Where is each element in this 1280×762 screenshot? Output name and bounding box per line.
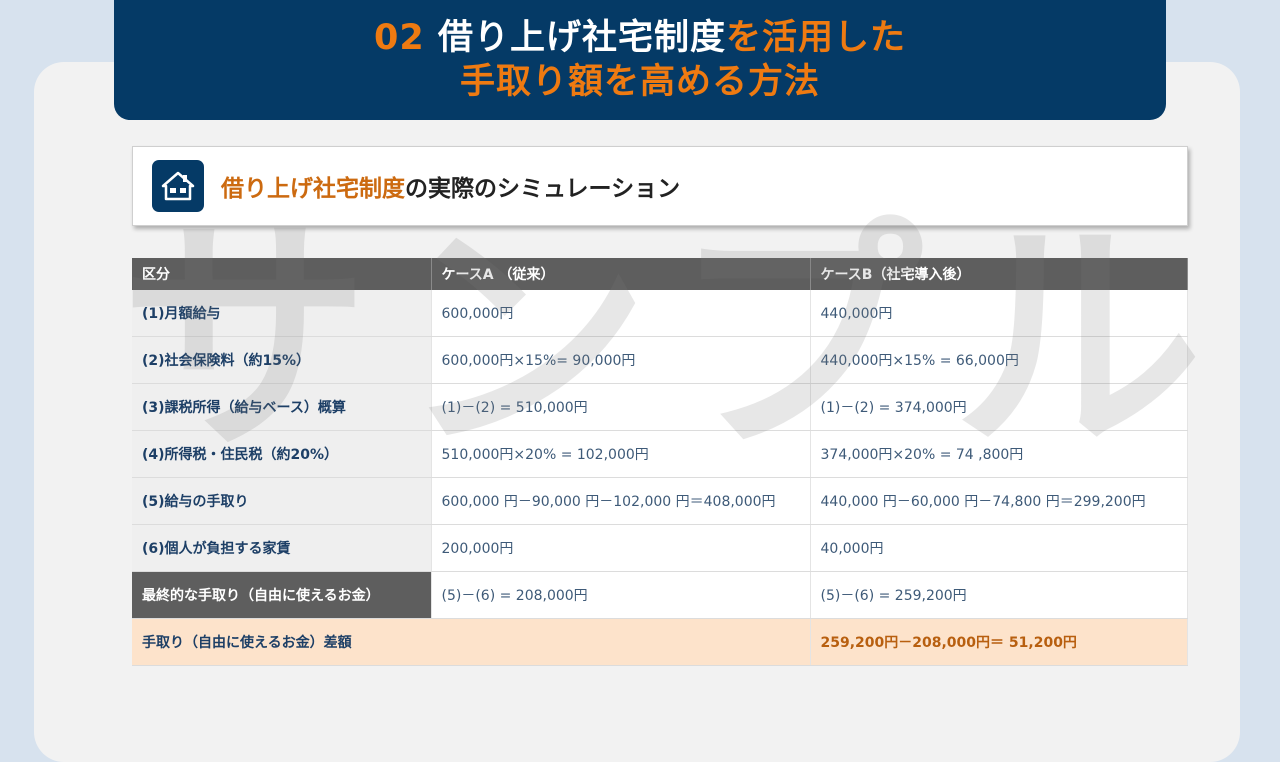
row-label: (2)社会保険料（約15%） bbox=[132, 336, 432, 384]
difference-value: 259,200円－208,000円＝ 51,200円 bbox=[810, 618, 1188, 666]
table-header-row: 区分 ケースA （従来） ケースB（社宅導入後） bbox=[132, 258, 1188, 290]
subtitle-text: 借り上げ社宅制度の実際のシミュレーション bbox=[221, 169, 680, 203]
case-b-value: 440,000 円－60,000 円－74,800 円＝299,200円 bbox=[810, 477, 1188, 525]
case-a-value: 600,000 円－90,000 円－102,000 円＝408,000円 bbox=[431, 477, 811, 525]
table-row: (5)給与の手取り 600,000 円－90,000 円－102,000 円＝4… bbox=[132, 477, 1188, 525]
title-topic-suffix: を活用した bbox=[725, 18, 906, 58]
table-row: (4)所得税・住民税（約20%） 510,000円×20% = 102,000円… bbox=[132, 430, 1188, 478]
title-number: 02 bbox=[374, 18, 438, 58]
header-case-a: ケースA （従来） bbox=[431, 258, 811, 290]
simulation-table: 区分 ケースA （従来） ケースB（社宅導入後） (1)月額給与 600,000… bbox=[132, 258, 1188, 666]
case-a-value: 600,000円 bbox=[431, 290, 811, 337]
case-a-value: 200,000円 bbox=[431, 524, 811, 572]
house-icon bbox=[152, 160, 204, 212]
row-label: (3)課税所得（給与ベース）概算 bbox=[132, 383, 432, 431]
subtitle-card: 借り上げ社宅制度の実際のシミュレーション bbox=[132, 146, 1188, 226]
case-a-value: 510,000円×20% = 102,000円 bbox=[431, 430, 811, 478]
case-b-value: 40,000円 bbox=[810, 524, 1188, 572]
case-b-value: 440,000円×15% = 66,000円 bbox=[810, 336, 1188, 384]
difference-label: 手取り（自由に使えるお金）差額 bbox=[132, 618, 811, 666]
difference-row: 手取り（自由に使えるお金）差額 259,200円－208,000円＝ 51,20… bbox=[132, 618, 1188, 666]
row-label: (4)所得税・住民税（約20%） bbox=[132, 430, 432, 478]
title-banner: 02 借り上げ社宅制度を活用した 手取り額を高める方法 bbox=[114, 0, 1166, 120]
case-b-value: 374,000円×20% = 74 ,800円 bbox=[810, 430, 1188, 478]
subtitle-rest: の実際のシミュレーション bbox=[405, 176, 681, 202]
header-category: 区分 bbox=[132, 258, 432, 290]
case-a-value: (5)－(6) = 208,000円 bbox=[431, 571, 811, 619]
row-label: (5)給与の手取り bbox=[132, 477, 432, 525]
final-takehome-row: 最終的な手取り（自由に使えるお金） (5)－(6) = 208,000円 (5)… bbox=[132, 571, 1188, 619]
header-case-b: ケースB（社宅導入後） bbox=[810, 258, 1188, 290]
subtitle-highlight: 借り上げ社宅制度 bbox=[221, 176, 405, 202]
title-line-1: 02 借り上げ社宅制度を活用した bbox=[374, 16, 906, 60]
title-line-2: 手取り額を高める方法 bbox=[459, 62, 820, 102]
table-row: (1)月額給与 600,000円 440,000円 bbox=[132, 290, 1188, 337]
case-b-value: (5)－(6) = 259,200円 bbox=[810, 571, 1188, 619]
row-label: (6)個人が負担する家賃 bbox=[132, 524, 432, 572]
case-a-value: (1)－(2) = 510,000円 bbox=[431, 383, 811, 431]
table-row: (6)個人が負担する家賃 200,000円 40,000円 bbox=[132, 524, 1188, 572]
table-row: (2)社会保険料（約15%） 600,000円×15%= 90,000円 440… bbox=[132, 336, 1188, 384]
case-b-value: 440,000円 bbox=[810, 290, 1188, 337]
case-a-value: 600,000円×15%= 90,000円 bbox=[431, 336, 811, 384]
case-b-value: (1)－(2) = 374,000円 bbox=[810, 383, 1188, 431]
row-label: (1)月額給与 bbox=[132, 290, 432, 337]
title-topic: 借り上げ社宅制度 bbox=[437, 18, 726, 58]
table-row: (3)課税所得（給与ベース）概算 (1)－(2) = 510,000円 (1)－… bbox=[132, 383, 1188, 431]
row-label: 最終的な手取り（自由に使えるお金） bbox=[132, 571, 432, 619]
